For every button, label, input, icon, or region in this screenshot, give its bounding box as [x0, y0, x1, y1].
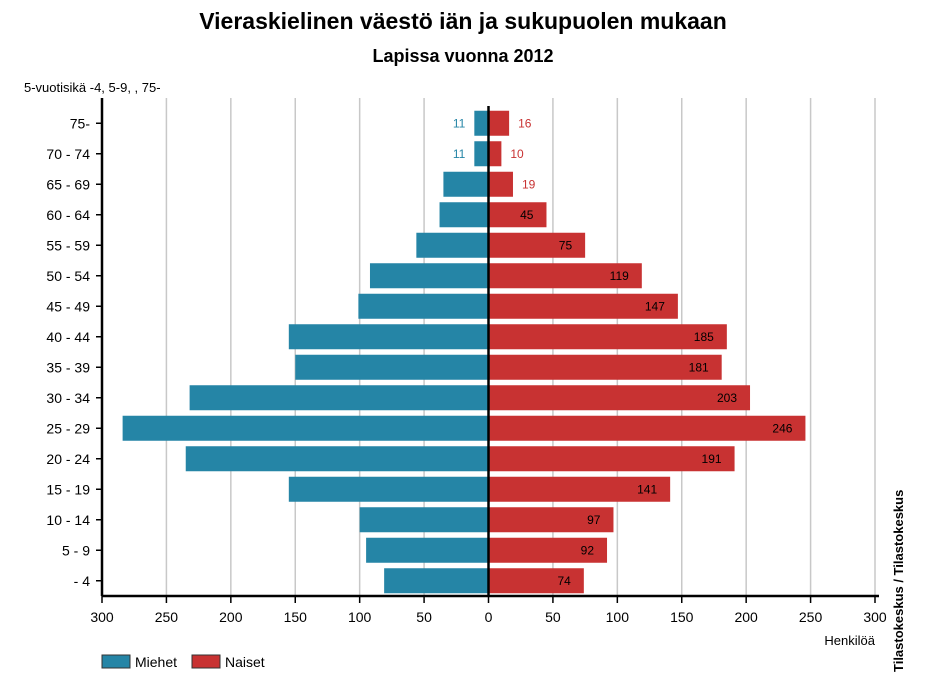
bar-miehet — [443, 171, 489, 197]
x-tick-label: 100 — [348, 609, 372, 625]
x-tick-label: 250 — [155, 609, 179, 625]
bar-miehet — [416, 232, 489, 258]
bar-miehet — [474, 141, 489, 167]
x-tick-label: 100 — [606, 609, 630, 625]
bar-naiset — [488, 568, 584, 594]
y-tick-label: 50 - 54 — [46, 268, 90, 284]
y-tick-label: 30 - 34 — [46, 390, 90, 406]
data-label-naiset: 141 — [637, 482, 657, 496]
data-label-naiset: 75 — [559, 238, 573, 252]
x-tick-label: 200 — [734, 609, 758, 625]
bar-miehet — [189, 385, 489, 411]
y-tick-label: 5 - 9 — [62, 542, 90, 558]
bar-naiset — [488, 537, 608, 563]
data-label-naiset: 203 — [717, 391, 737, 405]
x-tick-label: 150 — [284, 609, 308, 625]
bar-miehet — [384, 568, 489, 594]
y-tick-label: 55 - 59 — [46, 237, 90, 253]
bar-naiset — [488, 354, 722, 380]
bar-miehet — [358, 293, 489, 319]
chart-title: Vieraskielinen väestö iän ja sukupuolen … — [199, 8, 727, 34]
y-tick-label: 40 - 44 — [46, 329, 90, 345]
data-label-naiset: 246 — [772, 421, 792, 435]
y-tick-label: 60 - 64 — [46, 207, 90, 223]
y-tick-label: 75- — [70, 115, 91, 131]
bar-naiset — [488, 110, 510, 136]
y-tick-label: - 4 — [74, 573, 91, 589]
axes: 75- 70 - 74 65 - 69 60 - 64 55 - 59 50 - 54 45… — [46, 98, 887, 625]
x-tick-label: 0 — [485, 609, 493, 625]
bar-naiset — [488, 171, 513, 197]
y-tick-label: 70 - 74 — [46, 146, 90, 162]
data-label-miehet: 11 — [453, 116, 466, 130]
y-tick-label: 15 - 19 — [46, 481, 90, 497]
bars — [122, 110, 806, 594]
y-tick-label: 35 - 39 — [46, 359, 90, 375]
bar-naiset — [488, 446, 735, 472]
y-tick-label: 10 - 14 — [46, 512, 90, 528]
legend-swatch — [191, 654, 221, 669]
x-tick-label: 300 — [90, 609, 114, 625]
data-label-naiset: 119 — [610, 269, 629, 283]
x-axis-caption: Henkilöä — [824, 633, 875, 648]
data-label-naiset: 45 — [520, 208, 534, 222]
y-tick-label: 20 - 24 — [46, 451, 90, 467]
bar-miehet — [474, 110, 489, 136]
x-tick-label: 50 — [545, 609, 561, 625]
bar-naiset — [488, 476, 671, 502]
x-tick-label: 200 — [219, 609, 243, 625]
bar-naiset — [488, 202, 547, 228]
x-tick-label: 50 — [416, 609, 432, 625]
y-tick-label: 25 - 29 — [46, 420, 90, 436]
legend: Miehet Naiset — [101, 654, 265, 670]
bar-miehet — [369, 263, 489, 289]
bar-naiset — [488, 293, 678, 319]
bar-naiset — [488, 141, 502, 167]
bar-miehet — [359, 507, 489, 533]
data-label-naiset: 92 — [581, 543, 595, 557]
data-label-naiset: 147 — [645, 299, 665, 313]
bar-naiset — [488, 324, 727, 350]
bar-miehet — [185, 446, 489, 472]
data-label-naiset: 74 — [557, 574, 571, 588]
legend-swatch — [101, 654, 131, 669]
x-tick-label: 250 — [799, 609, 823, 625]
data-label-naiset: 185 — [694, 330, 714, 344]
data-label-naiset: 181 — [689, 360, 709, 374]
bar-miehet — [439, 202, 489, 228]
y-axis-caption: 5-vuotisikä -4, 5-9, , 75- — [24, 80, 161, 95]
data-label-naiset: 16 — [518, 116, 532, 130]
data-label-naiset: 10 — [510, 147, 524, 161]
source-label: Tilastokeskus / Tilastokeskus — [891, 490, 906, 672]
y-tick-label: 65 - 69 — [46, 176, 90, 192]
x-tick-label: 150 — [670, 609, 694, 625]
bar-miehet — [288, 476, 489, 502]
data-label-miehet: 11 — [453, 147, 466, 161]
bar-miehet — [122, 415, 489, 441]
legend-label: Miehet — [135, 654, 177, 670]
y-tick-label: 45 - 49 — [46, 298, 90, 314]
bar-naiset — [488, 263, 642, 289]
data-label-naiset: 19 — [522, 177, 536, 191]
data-labels: 11 16 11 10 19 45 75 119 147 185 181 203 246 191 141 97… — [453, 116, 793, 588]
chart-subtitle: Lapissa vuonna 2012 — [372, 46, 553, 66]
data-label-naiset: 191 — [702, 452, 722, 466]
bar-miehet — [288, 324, 489, 350]
x-tick-label: 300 — [863, 609, 887, 625]
bar-miehet — [366, 537, 489, 563]
data-label-naiset: 97 — [587, 513, 601, 527]
legend-label: Naiset — [225, 654, 265, 670]
bar-naiset — [488, 415, 806, 441]
bar-naiset — [488, 385, 751, 411]
bar-miehet — [295, 354, 489, 380]
bar-naiset — [488, 232, 586, 258]
bar-naiset — [488, 507, 614, 533]
